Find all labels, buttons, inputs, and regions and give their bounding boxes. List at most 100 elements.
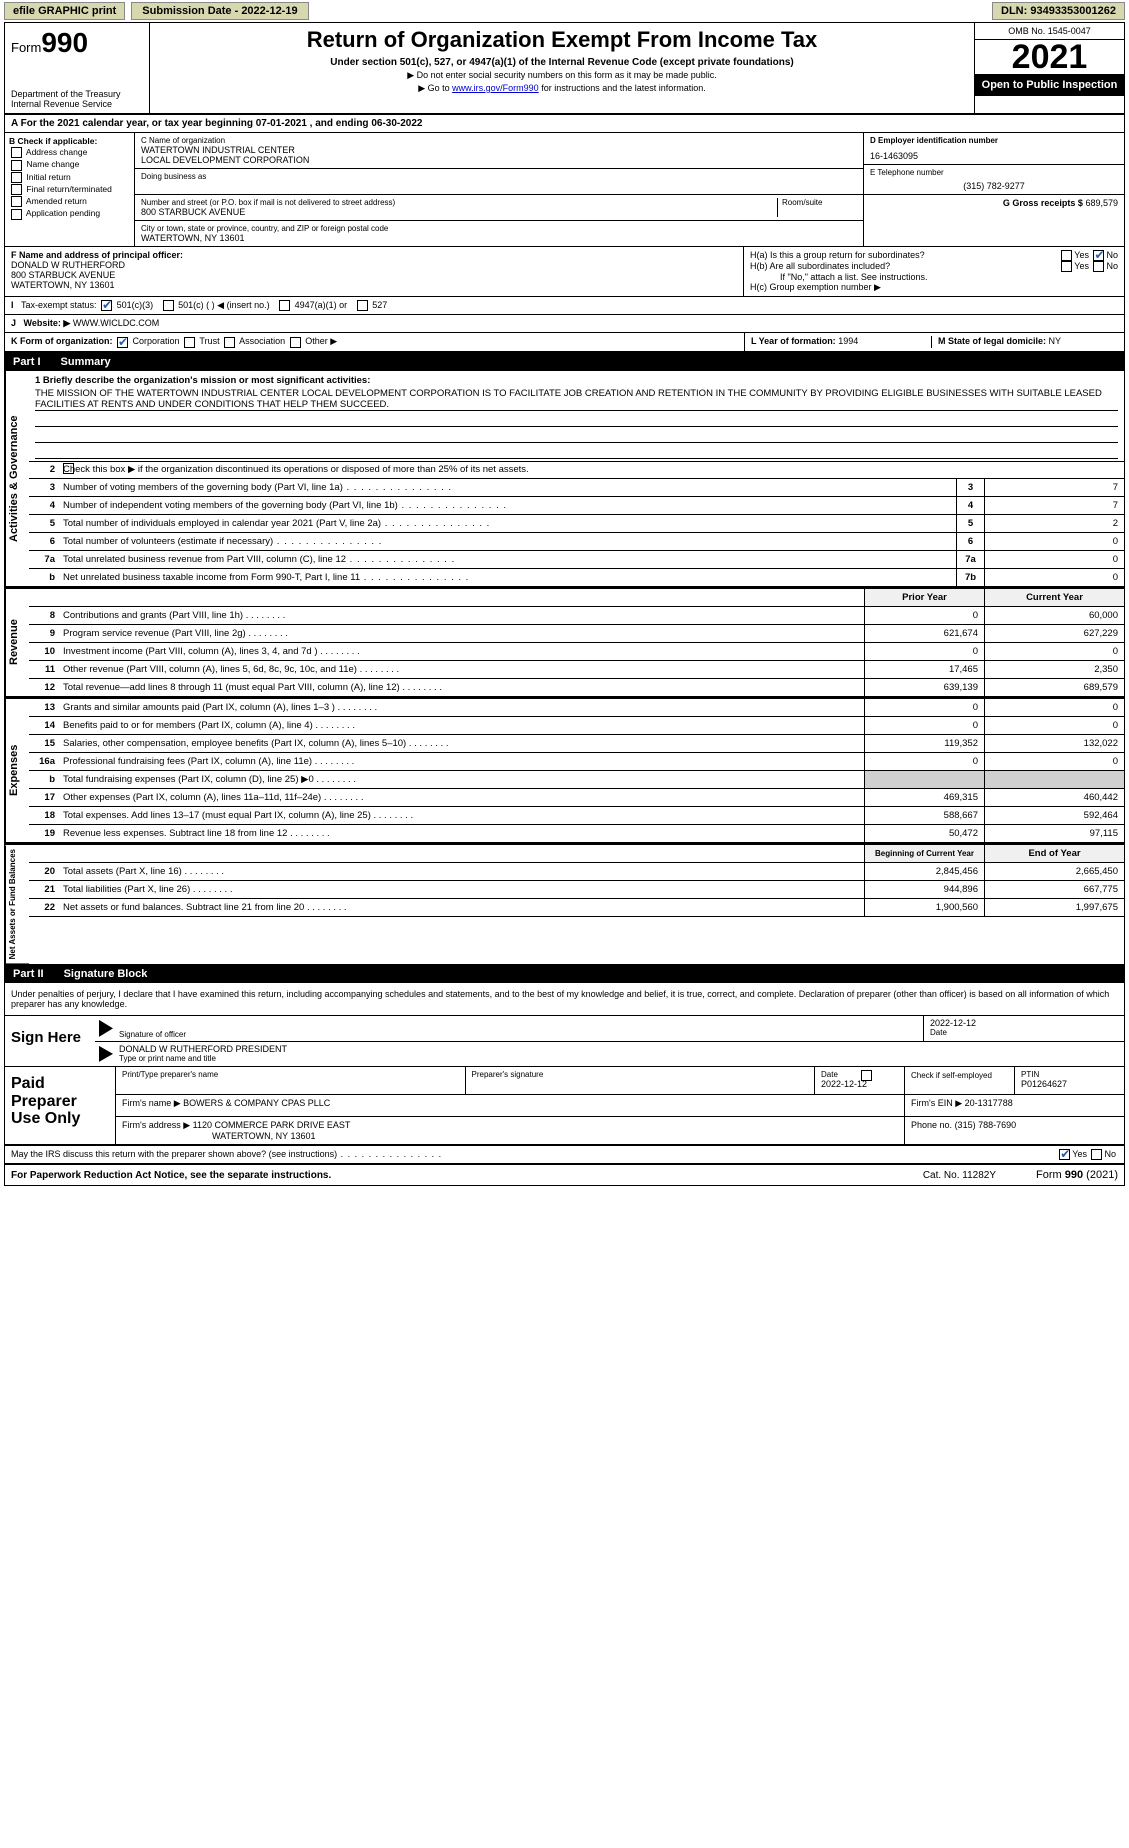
irs-link[interactable]: www.irs.gov/Form990 bbox=[452, 83, 539, 93]
chk-lbl-0: Address change bbox=[26, 147, 87, 157]
firm-addr-lbl: Firm's address ▶ bbox=[122, 1120, 190, 1130]
prep-date-lbl: Date bbox=[821, 1070, 898, 1079]
ha-no-lbl: No bbox=[1106, 250, 1118, 260]
form-prefix: Form bbox=[11, 40, 41, 55]
chk-4947[interactable] bbox=[279, 300, 290, 311]
side-label-expenses: Expenses bbox=[5, 699, 29, 843]
line-current-year: 2,665,450 bbox=[984, 863, 1124, 880]
line-val: 0 bbox=[984, 569, 1124, 586]
line-val: 2 bbox=[984, 515, 1124, 532]
chk-name-change[interactable]: Name change bbox=[9, 159, 130, 170]
may-yes[interactable] bbox=[1059, 1149, 1070, 1160]
efile-graphic-print[interactable]: efile GRAPHIC print bbox=[4, 2, 125, 20]
line-desc: Total expenses. Add lines 13–17 (must eq… bbox=[59, 808, 864, 823]
chk-trust[interactable] bbox=[184, 337, 195, 348]
line-8: 8Contributions and grants (Part VIII, li… bbox=[29, 607, 1124, 625]
tax-exempt-status: I Tax-exempt status: 501(c)(3) 501(c) ( … bbox=[5, 297, 1124, 314]
line-17: 17Other expenses (Part IX, column (A), l… bbox=[29, 789, 1124, 807]
side-label-net-assets: Net Assets or Fund Balances bbox=[5, 845, 29, 964]
chk-corporation[interactable] bbox=[117, 337, 128, 348]
may-no[interactable] bbox=[1091, 1149, 1102, 1160]
firm-name-val: BOWERS & COMPANY CPAS PLLC bbox=[183, 1098, 330, 1108]
line-num: 4 bbox=[29, 498, 59, 513]
officer-name: DONALD W RUTHERFORD bbox=[11, 260, 125, 270]
ssn-note: ▶ Do not enter social security numbers o… bbox=[158, 70, 966, 81]
line-num: 6 bbox=[29, 534, 59, 549]
room-label: Room/suite bbox=[782, 198, 857, 207]
chk-501c[interactable] bbox=[163, 300, 174, 311]
phone-lbl: Phone no. bbox=[911, 1120, 952, 1130]
line-desc: Professional fundraising fees (Part IX, … bbox=[59, 754, 864, 769]
prep-sig-lbl: Preparer's signature bbox=[472, 1070, 809, 1079]
chk-application-pending[interactable]: Application pending bbox=[9, 208, 130, 219]
org-name-cell: C Name of organization WATERTOWN INDUSTR… bbox=[135, 133, 863, 169]
chk-amended-return[interactable]: Amended return bbox=[9, 196, 130, 207]
chk-other[interactable] bbox=[290, 337, 301, 348]
line-b: bTotal fundraising expenses (Part IX, co… bbox=[29, 771, 1124, 789]
sig-line-2: DONALD W RUTHERFORD PRESIDENT Type or pr… bbox=[95, 1042, 1124, 1066]
line-prior-year: 944,896 bbox=[864, 881, 984, 898]
mission-text: THE MISSION OF THE WATERTOWN INDUSTRIAL … bbox=[35, 388, 1118, 411]
chk-501c3[interactable] bbox=[101, 300, 112, 311]
line-2: 2 Check this box ▶ if the organization d… bbox=[29, 461, 1124, 479]
hb-yes[interactable] bbox=[1061, 261, 1072, 272]
tel-label: E Telephone number bbox=[870, 168, 1118, 177]
submission-date[interactable]: Submission Date - 2022-12-19 bbox=[131, 2, 308, 20]
line-2-checkbox[interactable] bbox=[63, 463, 74, 474]
irs-label: Internal Revenue Service bbox=[11, 99, 143, 109]
chk-final-return[interactable]: Final return/terminated bbox=[9, 184, 130, 195]
lbl-association: Association bbox=[239, 336, 285, 346]
beginning-year-header: Beginning of Current Year bbox=[864, 845, 984, 862]
tel-cell: E Telephone number (315) 782-9277 bbox=[864, 165, 1124, 195]
goto-post: for instructions and the latest informat… bbox=[539, 83, 706, 93]
officer-name-field: DONALD W RUTHERFORD PRESIDENT Type or pr… bbox=[113, 1042, 1124, 1066]
line-prior-year: 2,845,456 bbox=[864, 863, 984, 880]
line-desc: Total fundraising expenses (Part IX, col… bbox=[59, 772, 864, 787]
line-current-year: 0 bbox=[984, 643, 1124, 660]
line-prior-year bbox=[864, 771, 984, 788]
line-num: b bbox=[29, 570, 59, 585]
line-2-text: Check this box ▶ if the organization dis… bbox=[63, 464, 529, 475]
spacer-j bbox=[744, 315, 1124, 332]
part-2-header: Part II Signature Block bbox=[5, 965, 1124, 983]
chk-association[interactable] bbox=[224, 337, 235, 348]
line-desc: Investment income (Part VIII, column (A)… bbox=[59, 644, 864, 659]
firm-ein-cell: Firm's EIN ▶ 20-1317788 bbox=[904, 1095, 1124, 1116]
end-year-header: End of Year bbox=[984, 845, 1124, 862]
hb-no[interactable] bbox=[1093, 261, 1104, 272]
lbl-4947: 4947(a)(1) or bbox=[295, 300, 348, 310]
chk-address-change[interactable]: Address change bbox=[9, 147, 130, 158]
line-12: 12Total revenue—add lines 8 through 11 (… bbox=[29, 679, 1124, 697]
principal-officer: F Name and address of principal officer:… bbox=[5, 247, 744, 296]
part-2-num: Part II bbox=[13, 968, 44, 980]
chk-527[interactable] bbox=[357, 300, 368, 311]
dba-value bbox=[141, 181, 857, 191]
org-name-1: WATERTOWN INDUSTRIAL CENTER bbox=[141, 145, 857, 155]
prep-row-1: Print/Type preparer's name Preparer's si… bbox=[115, 1067, 1124, 1095]
tel-value: (315) 782-9277 bbox=[870, 181, 1118, 191]
line-desc: Net assets or fund balances. Subtract li… bbox=[59, 900, 864, 915]
tax-exempt-label: Tax-exempt status: bbox=[21, 300, 97, 310]
ein-label: D Employer identification number bbox=[870, 136, 998, 145]
lbl-501c: 501(c) ( ) ◀ (insert no.) bbox=[178, 300, 269, 310]
footer-form-num: 990 bbox=[1065, 1169, 1083, 1181]
hb-label: H(b) Are all subordinates included? bbox=[750, 261, 890, 272]
lbl-corporation: Corporation bbox=[133, 336, 180, 346]
ha-yes[interactable] bbox=[1061, 250, 1072, 261]
line-current-year: 132,022 bbox=[984, 735, 1124, 752]
line-21: 21Total liabilities (Part X, line 26)944… bbox=[29, 881, 1124, 899]
line-current-year: 592,464 bbox=[984, 807, 1124, 824]
ha-no[interactable] bbox=[1093, 250, 1104, 261]
line-current-year: 689,579 bbox=[984, 679, 1124, 696]
line-num: 12 bbox=[29, 680, 59, 695]
row-a-period: A For the 2021 calendar year, or tax yea… bbox=[5, 115, 1124, 133]
form-header: Form990 Department of the Treasury Inter… bbox=[5, 23, 1124, 115]
gross-label: G Gross receipts $ bbox=[1003, 198, 1083, 208]
officer-city: WATERTOWN, NY 13601 bbox=[11, 280, 115, 290]
chk-initial-return[interactable]: Initial return bbox=[9, 172, 130, 183]
signature-field[interactable]: Signature of officer bbox=[113, 1016, 924, 1041]
ptin-lbl: PTIN bbox=[1021, 1070, 1118, 1079]
chk-self-employed[interactable] bbox=[861, 1070, 872, 1081]
line-16a: 16aProfessional fundraising fees (Part I… bbox=[29, 753, 1124, 771]
form-of-org: K Form of organization: Corporation Trus… bbox=[5, 333, 744, 350]
